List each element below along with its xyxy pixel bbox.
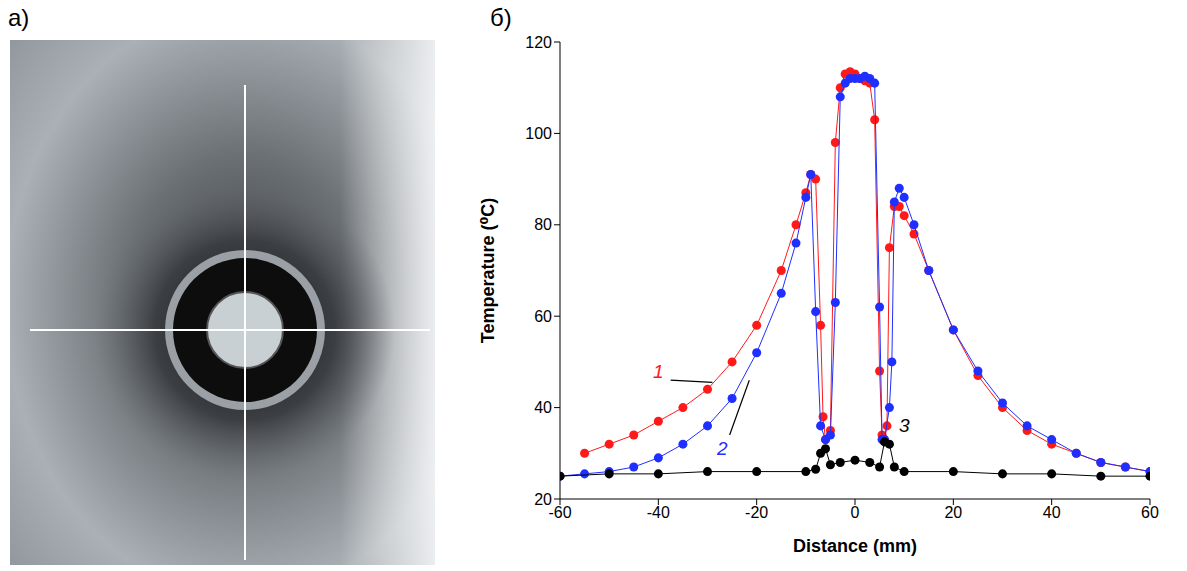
html-text:а): а)	[8, 4, 30, 31]
svg-text:20: 20	[534, 491, 552, 508]
svg-text:3: 3	[899, 415, 910, 436]
svg-text:-60: -60	[548, 504, 572, 522]
svg-text:60: 60	[1141, 504, 1159, 521]
svg-text:Distance (mm): Distance (mm)	[793, 536, 917, 556]
svg-text:-20: -20	[745, 504, 768, 521]
svg-text:20: 20	[944, 504, 962, 521]
svg-text:40: 40	[1043, 504, 1061, 521]
svg-text:120: 120	[525, 34, 552, 51]
svg-text:2: 2	[716, 438, 728, 459]
svg-text:40: 40	[534, 399, 552, 416]
svg-text:Temperature (⁰C): Temperature (⁰C)	[478, 198, 498, 344]
html-text:б): б)	[490, 4, 512, 31]
svg-text:-40: -40	[647, 504, 670, 521]
svg-text:60: 60	[534, 308, 552, 325]
svg-text:80: 80	[534, 216, 552, 233]
svg-text:1: 1	[653, 361, 664, 382]
svg-text:100: 100	[525, 125, 552, 142]
svg-text:0: 0	[851, 504, 860, 521]
